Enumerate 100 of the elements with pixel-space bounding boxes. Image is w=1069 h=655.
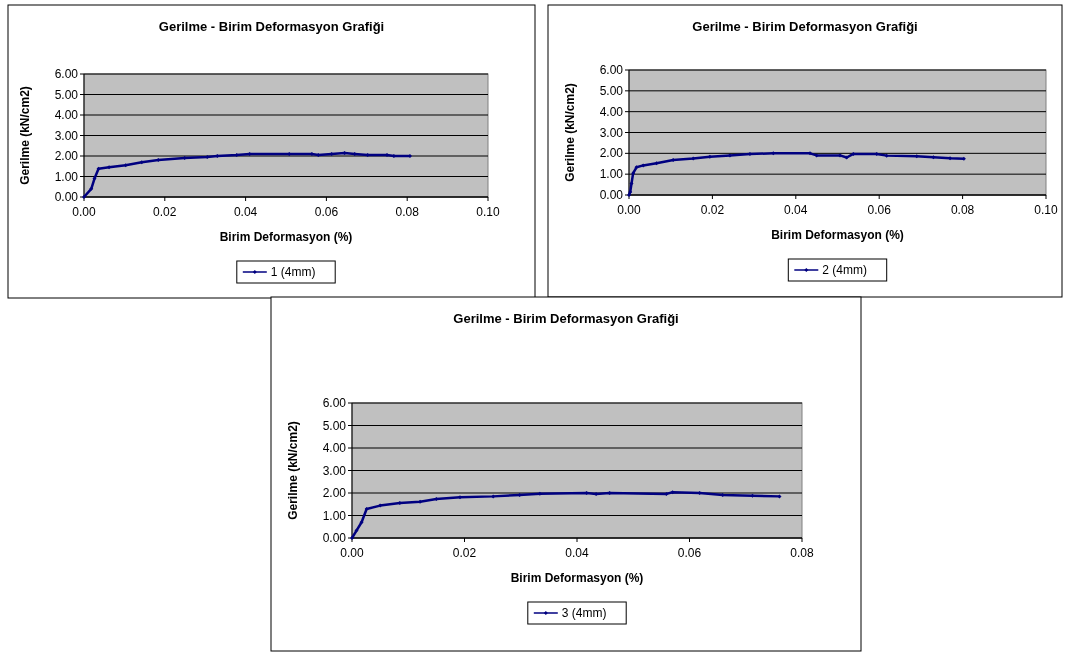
- point: [156, 158, 161, 163]
- x-tick-label: 0.02: [700, 203, 725, 217]
- point: [378, 503, 383, 508]
- point: [641, 163, 646, 168]
- x-tick-label: 0.02: [452, 546, 477, 560]
- x-tick-label: 0.00: [340, 546, 364, 560]
- x-tick-label: 0.10: [1034, 203, 1058, 217]
- y-tick-label: 4.00: [322, 441, 347, 455]
- x-tick-label: 0.04: [565, 546, 589, 560]
- x-axis-title: Birim Deformasyon (%): [219, 230, 353, 244]
- point: [851, 151, 856, 156]
- point: [814, 153, 819, 158]
- point: [365, 152, 370, 157]
- point: [215, 154, 220, 158]
- chart-title: Gerilme - Birim Deformasyon Grafiği: [692, 19, 918, 34]
- x-tick-label: 0.00: [617, 203, 641, 217]
- x-tick-label: 0.06: [677, 546, 702, 560]
- chart-title: Gerilme - Birim Deformasyon Grafiği: [453, 311, 679, 326]
- point: [92, 176, 97, 181]
- x-tick-label: 0.10: [476, 205, 500, 219]
- point: [342, 150, 347, 155]
- point: [771, 151, 776, 156]
- point: [316, 152, 321, 157]
- point: [707, 154, 712, 159]
- y-axis-title: Gerilme (kN/cm2): [563, 83, 577, 182]
- point: [670, 490, 675, 495]
- x-tick-label: 0.08: [950, 203, 975, 217]
- point: [634, 165, 639, 170]
- y-axis-title: Gerilme (kN/cm2): [286, 421, 300, 520]
- y-tick-label: 2.00: [54, 149, 79, 163]
- point: [364, 506, 369, 511]
- point: [96, 166, 101, 171]
- y-tick-label: 1.00: [322, 508, 347, 523]
- point: [434, 497, 439, 502]
- y-tick-label: 6.00: [54, 67, 79, 81]
- point: [838, 153, 842, 158]
- point: [352, 151, 357, 156]
- y-tick-label: 3.00: [54, 128, 79, 143]
- point: [89, 186, 94, 191]
- point: [247, 151, 252, 156]
- point: [517, 493, 522, 498]
- x-tick-label: 0.02: [153, 205, 177, 219]
- x-axis-title: Birim Deformasyon (%): [510, 571, 644, 585]
- y-tick-label: 3.00: [322, 463, 347, 478]
- y-tick-label: 1.00: [599, 167, 624, 182]
- point: [607, 491, 612, 495]
- chart-title: Gerilme - Birim Deformasyon Grafiği: [158, 19, 385, 34]
- point: [354, 528, 359, 533]
- point: [777, 494, 782, 499]
- y-tick-label: 0.00: [54, 190, 79, 204]
- line-series: [627, 151, 966, 197]
- point: [948, 156, 953, 161]
- y-tick-label: 0.00: [322, 531, 347, 545]
- x-axis-title: Birim Deformasyon (%): [771, 228, 904, 242]
- y-tick-label: 5.00: [54, 87, 79, 102]
- point: [664, 491, 669, 496]
- point: [720, 493, 725, 498]
- point: [329, 151, 334, 156]
- y-tick-label: 5.00: [322, 418, 347, 433]
- point: [408, 154, 413, 158]
- x-tick-label: 0.08: [395, 205, 420, 219]
- point: [491, 494, 496, 499]
- point: [418, 499, 423, 504]
- point: [844, 155, 849, 160]
- y-tick-label: 0.00: [599, 188, 624, 202]
- point: [914, 154, 919, 159]
- legend-label: 1 (4mm): [270, 265, 316, 279]
- point: [458, 495, 462, 500]
- point: [182, 156, 187, 161]
- point: [107, 165, 112, 170]
- point: [123, 163, 128, 168]
- point: [874, 151, 879, 156]
- y-tick-label: 6.00: [322, 396, 347, 410]
- y-tick-label: 4.00: [54, 108, 79, 122]
- y-tick-label: 5.00: [599, 83, 624, 98]
- line-series: [350, 490, 782, 540]
- point: [727, 153, 732, 158]
- point: [931, 155, 936, 160]
- point: [385, 152, 389, 157]
- point: [205, 155, 210, 160]
- point: [234, 152, 239, 157]
- y-axis-title: Gerilme (kN/cm2): [18, 86, 32, 185]
- point: [584, 491, 589, 495]
- x-tick-label: 0.06: [867, 203, 892, 217]
- x-tick-label: 0.00: [72, 205, 96, 219]
- y-tick-label: 6.00: [599, 63, 624, 77]
- point: [697, 491, 702, 495]
- point: [359, 520, 364, 525]
- y-tick-label: 4.00: [599, 104, 624, 119]
- y-tick-label: 3.00: [599, 125, 624, 140]
- y-tick-label: 2.00: [599, 146, 624, 161]
- legend-label: 2 (4mm): [822, 263, 867, 277]
- y-tick-label: 2.00: [322, 486, 347, 500]
- point: [750, 493, 755, 498]
- point: [654, 161, 659, 166]
- x-tick-label: 0.06: [314, 205, 339, 219]
- x-tick-label: 0.08: [790, 546, 814, 560]
- point: [691, 156, 696, 161]
- point: [629, 181, 634, 186]
- legend-label: 3 (4mm): [561, 606, 607, 620]
